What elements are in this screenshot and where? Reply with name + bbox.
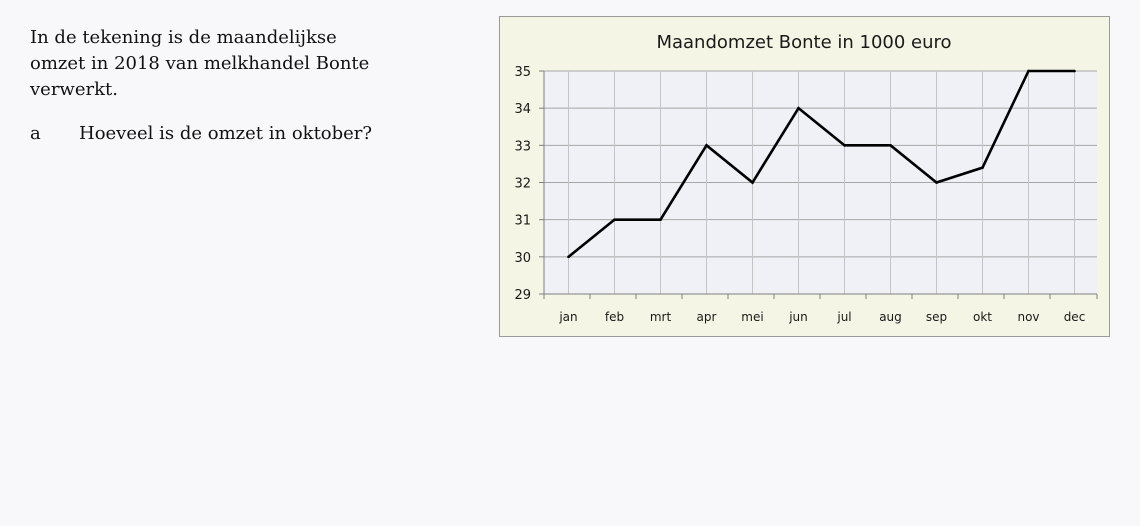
- data-point-dec: [1073, 69, 1076, 73]
- data-point-mrt: [659, 218, 662, 221]
- x-tick-label-jun: jun: [788, 310, 808, 324]
- y-tick-label-35: 35: [514, 65, 531, 80]
- question-letter: a: [30, 123, 41, 144]
- y-tick-label-34: 34: [514, 102, 531, 117]
- y-tick-label-29: 29: [514, 288, 531, 303]
- tick-labels: 29 30 31 32 33 34 35 jan feb mrt apr mei jun jul aug se…: [514, 65, 1085, 324]
- line-chart: Maandomzet Bonte in 1000 euro 29 30 31 32 33…: [499, 16, 1110, 337]
- x-tick-label-sep: sep: [926, 310, 947, 324]
- question-a: a Hoeveel is de omzet in oktober?: [30, 121, 372, 147]
- axes: [539, 70, 1098, 299]
- question-text: Hoeveel is de omzet in oktober?: [79, 123, 373, 144]
- data-point-feb: [613, 218, 616, 221]
- data-point-nov: [1027, 69, 1030, 73]
- y-tick-label-33: 33: [514, 139, 531, 154]
- x-tick-label-nov: nov: [1017, 310, 1039, 324]
- chart-svg: Maandomzet Bonte in 1000 euro 29 30 31 32 33…: [514, 32, 1098, 324]
- data-point-jul: [843, 144, 846, 147]
- y-tick-label-31: 31: [514, 214, 531, 229]
- intro-text: In de tekening is de maandelijkse omzet …: [30, 27, 370, 100]
- chart-title: Maandomzet Bonte in 1000 euro: [656, 32, 951, 53]
- data-point-apr: [705, 144, 708, 147]
- y-tick-label-32: 32: [514, 177, 531, 192]
- x-tick-label-apr: apr: [697, 310, 717, 324]
- data-point-sep: [935, 181, 938, 184]
- y-tick-label-30: 30: [514, 251, 531, 266]
- series-line-1: [567, 69, 1075, 258]
- x-tick-label-mei: mei: [741, 310, 763, 324]
- x-tick-label-aug: aug: [879, 310, 902, 324]
- x-tick-label-okt: okt: [973, 310, 992, 324]
- x-tick-label-dec: dec: [1064, 310, 1086, 324]
- x-tick-label-jul: jul: [836, 310, 851, 324]
- series: [567, 69, 1076, 259]
- x-tick-label-jan: jan: [558, 310, 577, 324]
- x-tick-label-feb: feb: [605, 310, 624, 324]
- data-point-jan: [567, 255, 570, 259]
- data-point-aug: [889, 144, 892, 147]
- data-point-jun: [797, 106, 800, 110]
- data-point-okt: [981, 166, 984, 169]
- data-point-mei: [751, 181, 754, 184]
- x-tick-label-mrt: mrt: [650, 310, 672, 324]
